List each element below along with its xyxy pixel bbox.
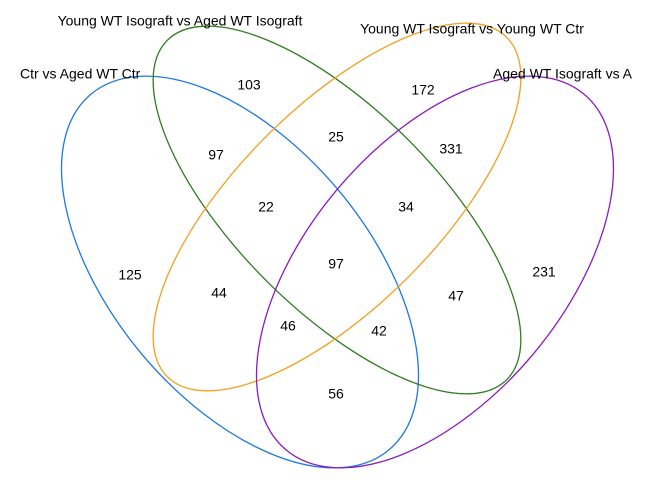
region-count: 44: [211, 285, 227, 301]
region-count: 97: [208, 147, 224, 163]
region-count: 25: [328, 129, 344, 145]
region-count: 34: [398, 199, 414, 215]
set-ellipse: [255, 75, 615, 469]
region-count: 56: [328, 386, 344, 402]
region-count: 103: [237, 77, 261, 93]
region-count: 42: [371, 323, 387, 339]
region-count: 47: [448, 288, 464, 304]
set-ellipse: [60, 75, 420, 469]
set-label: Ctr vs Aged WT Ctr: [20, 66, 141, 82]
set-ellipse: [152, 25, 522, 395]
set-ellipse: [152, 22, 522, 392]
set-label: Young WT Isograft vs Aged WT Isograft: [58, 13, 303, 29]
region-count: 97: [328, 256, 344, 272]
region-count: 22: [258, 199, 274, 215]
set-label: Aged WT Isograft vs A: [493, 66, 633, 82]
region-count: 125: [118, 267, 142, 283]
region-count: 231: [532, 264, 556, 280]
region-count: 172: [411, 82, 435, 98]
set-label: Young WT Isograft vs Young WT Ctr: [360, 21, 584, 37]
region-count: 331: [439, 141, 463, 157]
region-count: 46: [280, 318, 296, 334]
